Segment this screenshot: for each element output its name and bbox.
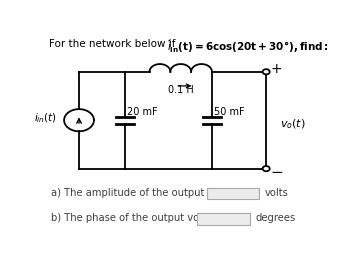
FancyBboxPatch shape <box>197 213 250 225</box>
Text: 0.1 H: 0.1 H <box>168 85 194 95</box>
Text: −: − <box>270 165 283 180</box>
Text: 50 mF: 50 mF <box>214 107 245 117</box>
Circle shape <box>262 166 270 171</box>
FancyBboxPatch shape <box>206 188 259 199</box>
Circle shape <box>262 69 270 74</box>
Text: volts: volts <box>265 188 289 198</box>
Text: $\mathbf{\dot{\mathit{i}}}_{\mathbf{in}}\mathbf{(t) = 6cos(20t + 30°),  find:}$: $\mathbf{\dot{\mathit{i}}}_{\mathbf{in}}… <box>167 39 329 55</box>
Text: +: + <box>271 62 282 76</box>
Text: b) The phase of the output voltage=: b) The phase of the output voltage= <box>50 213 232 223</box>
Text: $i_{in}(t)$: $i_{in}(t)$ <box>34 111 57 125</box>
Text: a) The amplitude of the output votage=: a) The amplitude of the output votage= <box>50 188 250 198</box>
Text: 20 mF: 20 mF <box>127 107 158 117</box>
Text: degrees: degrees <box>256 213 296 223</box>
Text: For the network below if: For the network below if <box>49 39 179 48</box>
Text: $\mathit{v_o}(t)$: $\mathit{v_o}(t)$ <box>280 117 306 131</box>
